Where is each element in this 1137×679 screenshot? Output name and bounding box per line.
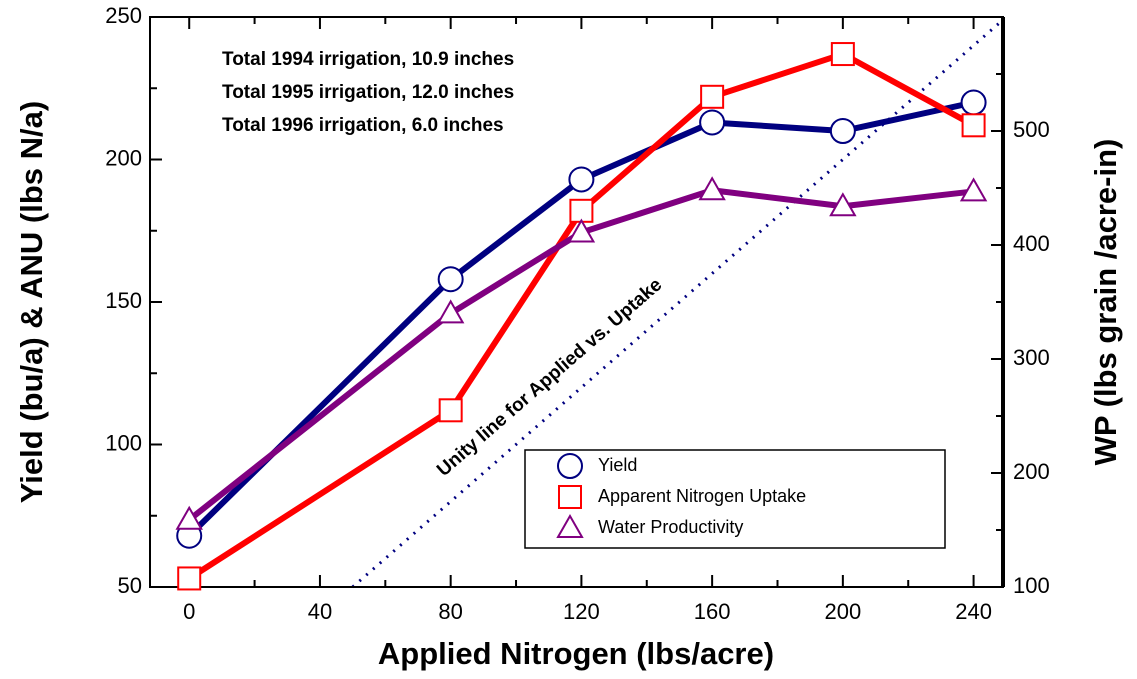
annotation: Total 1994 irrigation, 10.9 inches bbox=[222, 49, 514, 70]
marker bbox=[568, 166, 595, 193]
marker bbox=[830, 42, 855, 67]
x-axis-title: Applied Nitrogen (lbs/acre) bbox=[378, 636, 774, 671]
legend-marker bbox=[558, 485, 582, 509]
y2-axis-title: WP (lbs grain /acre-in) bbox=[1088, 139, 1123, 466]
legend-label: Water Productivity bbox=[598, 517, 743, 537]
x-tick-label: 0 bbox=[183, 599, 195, 624]
x-tick-label: 200 bbox=[824, 599, 861, 624]
annotation: Total 1996 irrigation, 6.0 inches bbox=[222, 115, 504, 136]
x-tick-label: 40 bbox=[308, 599, 332, 624]
legend-label: Apparent Nitrogen Uptake bbox=[598, 486, 806, 506]
marker bbox=[699, 109, 726, 136]
marker bbox=[700, 84, 725, 109]
legend-marker bbox=[556, 513, 584, 538]
x-tick-label: 120 bbox=[563, 599, 600, 624]
marker bbox=[698, 176, 726, 201]
marker bbox=[829, 192, 857, 217]
y-tick-label: 200 bbox=[105, 145, 142, 170]
marker bbox=[567, 218, 596, 243]
legend-marker bbox=[557, 453, 583, 479]
x-tick-label: 240 bbox=[955, 599, 992, 624]
marker bbox=[438, 398, 463, 423]
legend-box bbox=[524, 449, 946, 549]
y-tick-label: 100 bbox=[105, 430, 142, 455]
legend-label: Yield bbox=[598, 455, 637, 475]
y-tick-label: 50 bbox=[118, 573, 142, 598]
y2-tick-label: 300 bbox=[1013, 345, 1050, 370]
marker bbox=[829, 118, 856, 144]
y2-tick-label: 100 bbox=[1013, 573, 1050, 598]
marker bbox=[960, 89, 987, 116]
y-tick-label: 150 bbox=[105, 288, 142, 313]
x-tick-label: 80 bbox=[438, 599, 462, 624]
series-line bbox=[187, 51, 976, 581]
y2-tick-label: 200 bbox=[1013, 459, 1050, 484]
marker bbox=[177, 566, 202, 591]
y2-tick-label: 500 bbox=[1013, 117, 1050, 142]
y2-tick-label: 400 bbox=[1013, 231, 1050, 256]
x-tick-label: 160 bbox=[694, 599, 731, 624]
y-axis-title: Yield (bu/a) & ANU (lbs N/a) bbox=[14, 101, 49, 503]
y-tick-label: 250 bbox=[105, 3, 142, 28]
marker bbox=[961, 113, 986, 138]
marker bbox=[437, 266, 464, 293]
annotation: Total 1995 irrigation, 12.0 inches bbox=[222, 82, 514, 103]
marker bbox=[175, 505, 203, 530]
marker bbox=[959, 177, 988, 202]
series-line bbox=[187, 187, 974, 523]
marker bbox=[436, 299, 465, 324]
